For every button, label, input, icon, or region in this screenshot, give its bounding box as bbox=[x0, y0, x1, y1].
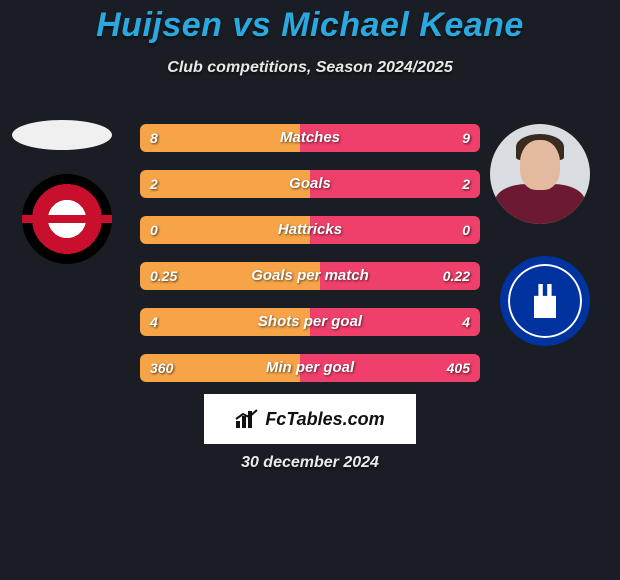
stat-label: Hattricks bbox=[140, 216, 480, 244]
stat-row-shots-per-goal: 4 Shots per goal 4 bbox=[140, 308, 480, 336]
everton-badge-icon bbox=[500, 256, 590, 346]
right-player-avatar bbox=[490, 124, 590, 224]
brand-box: FcTables.com bbox=[204, 394, 416, 444]
stat-label: Shots per goal bbox=[140, 308, 480, 336]
stats-container: 8 Matches 9 2 Goals 2 0 Hattricks 0 0.25… bbox=[140, 124, 480, 400]
stat-label: Goals per match bbox=[140, 262, 480, 290]
date-label: 30 december 2024 bbox=[0, 454, 620, 472]
page-subtitle: Club competitions, Season 2024/2025 bbox=[0, 59, 620, 77]
stat-row-hattricks: 0 Hattricks 0 bbox=[140, 216, 480, 244]
stat-label: Matches bbox=[140, 124, 480, 152]
left-club-badge bbox=[22, 174, 112, 264]
stat-right-value: 9 bbox=[462, 124, 470, 152]
stat-row-matches: 8 Matches 9 bbox=[140, 124, 480, 152]
brand-text: FcTables.com bbox=[265, 409, 384, 430]
stat-label: Min per goal bbox=[140, 354, 480, 382]
stat-row-goals-per-match: 0.25 Goals per match 0.22 bbox=[140, 262, 480, 290]
bournemouth-badge-icon bbox=[22, 174, 112, 264]
stat-row-min-per-goal: 360 Min per goal 405 bbox=[140, 354, 480, 382]
stat-label: Goals bbox=[140, 170, 480, 198]
right-club-badge bbox=[500, 256, 590, 346]
page-title: Huijsen vs Michael Keane bbox=[0, 0, 620, 45]
stat-right-value: 0 bbox=[462, 216, 470, 244]
stat-right-value: 4 bbox=[462, 308, 470, 336]
stat-row-goals: 2 Goals 2 bbox=[140, 170, 480, 198]
stat-right-value: 405 bbox=[447, 354, 470, 382]
stat-right-value: 2 bbox=[462, 170, 470, 198]
stat-right-value: 0.22 bbox=[443, 262, 470, 290]
fctables-logo-icon bbox=[235, 409, 259, 429]
left-player-avatar-placeholder bbox=[12, 120, 112, 150]
